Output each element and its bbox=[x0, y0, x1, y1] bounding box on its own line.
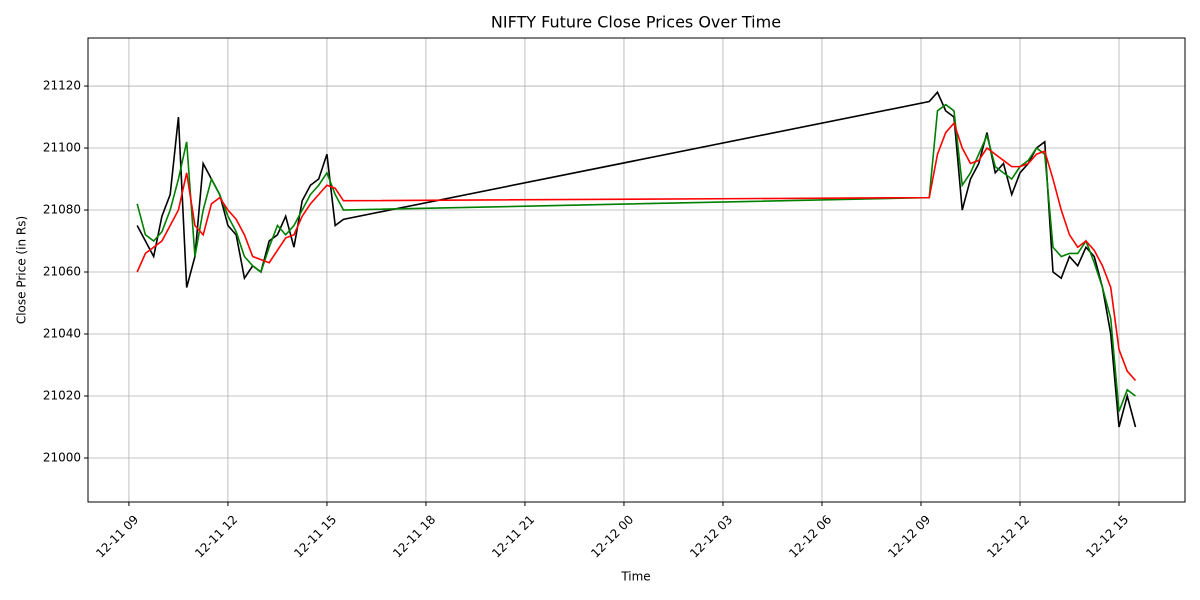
y-tick-label: 21080 bbox=[43, 203, 81, 217]
x-tick-label: 12-12 06 bbox=[786, 512, 834, 560]
x-tick-label: 12-11 15 bbox=[291, 512, 339, 560]
chart-title: NIFTY Future Close Prices Over Time bbox=[491, 13, 781, 32]
x-tick-label: 12-12 12 bbox=[984, 512, 1032, 560]
y-tick-label: 21040 bbox=[43, 327, 81, 341]
series-line bbox=[136, 121, 1137, 382]
plot-frame bbox=[87, 37, 1186, 503]
series-line bbox=[136, 90, 1137, 428]
x-tick-label: 12-11 21 bbox=[489, 512, 537, 560]
x-tick-label: 12-12 15 bbox=[1083, 512, 1131, 560]
y-tick-label: 21060 bbox=[43, 265, 81, 279]
y-tick-label: 21120 bbox=[43, 79, 81, 93]
x-tick-label: 12-11 18 bbox=[390, 512, 438, 560]
y-axis-label: Close Price (in Rs) bbox=[15, 216, 29, 324]
y-tick-label: 21020 bbox=[43, 388, 81, 402]
y-tick-label: 21100 bbox=[43, 141, 81, 155]
x-tick-label: 12-12 00 bbox=[588, 512, 636, 560]
series-line bbox=[136, 103, 1136, 412]
x-tick-label: 12-12 09 bbox=[885, 512, 933, 560]
y-tick-label: 21000 bbox=[43, 450, 81, 464]
x-tick-label: 12-11 09 bbox=[93, 512, 141, 560]
x-axis-label: Time bbox=[620, 570, 650, 584]
x-tick-label: 12-12 03 bbox=[687, 512, 735, 560]
x-tick-label: 12-11 12 bbox=[192, 512, 240, 560]
